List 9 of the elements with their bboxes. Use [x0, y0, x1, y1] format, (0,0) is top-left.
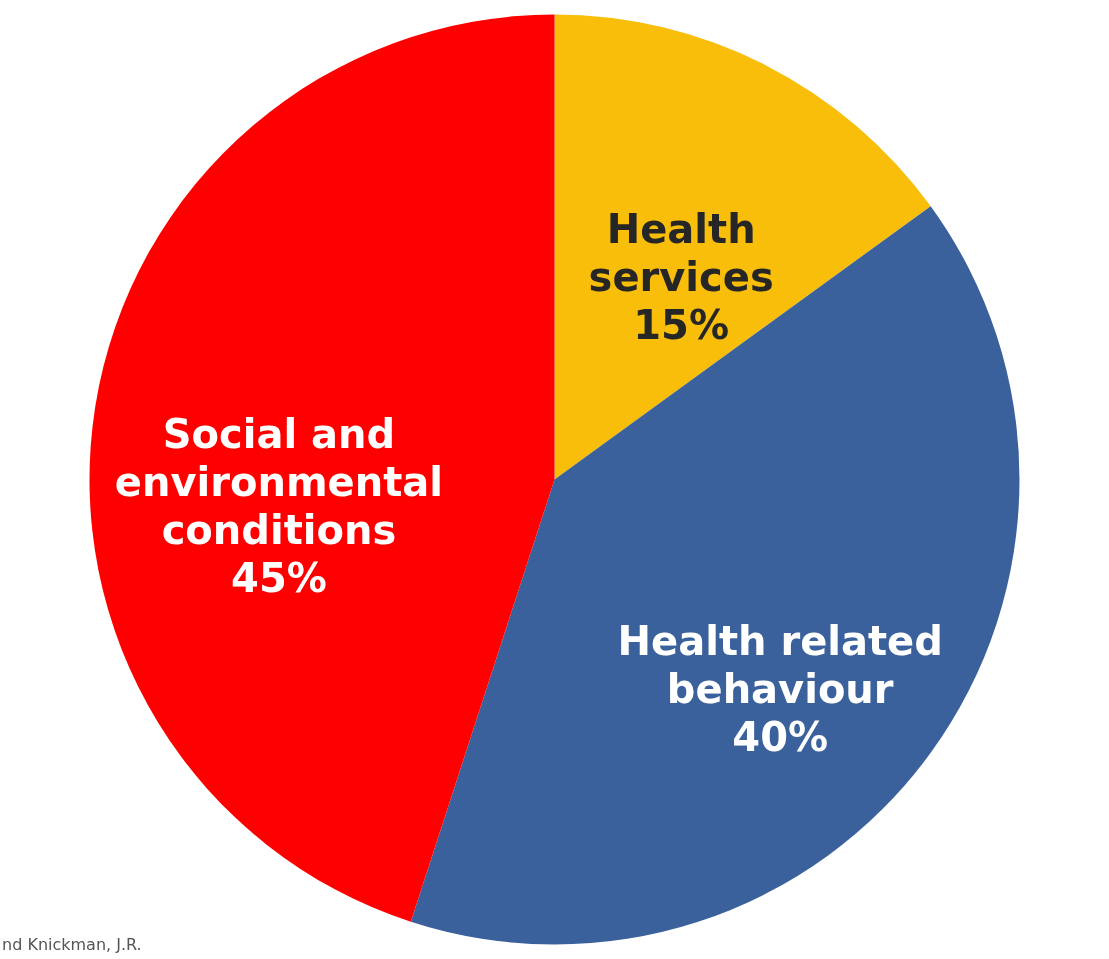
slice-label: Health related behaviour — [617, 618, 943, 713]
data-label: 40% — [732, 714, 829, 761]
slice-label: Health services — [588, 205, 774, 300]
slice-label: Social and environmental conditions — [114, 410, 444, 553]
text: nd Knickman, J.R. — [2, 934, 142, 954]
pie-slice — [554, 14, 931, 480]
data-label: 15% — [633, 301, 730, 348]
pie-slice — [89, 14, 555, 922]
data-label: 45% — [231, 554, 327, 601]
